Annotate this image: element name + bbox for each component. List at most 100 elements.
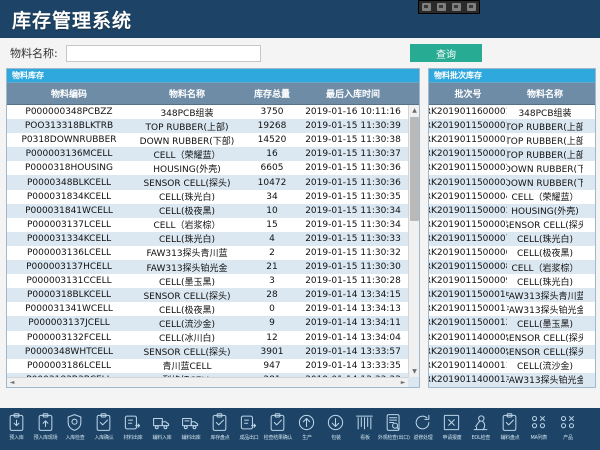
table-row[interactable]: P000031334KCELL CELL(珠光白) 4 2019-01-15 11:3… [7, 231, 419, 246]
table-row[interactable]: P000003137HCELL FAW313探头铂光金 21 2019-01-15 1… [7, 260, 419, 275]
table-row[interactable]: P0000348WHTCELL SENSOR CELL(探头) 3901 2019-0… [7, 344, 419, 359]
table-row[interactable]: RK2019011500001 TOP RUBBER(上部 [429, 119, 595, 134]
table-row[interactable]: RK2019011500001 TOP RUBBER(上部 [429, 133, 595, 148]
table-row[interactable]: P000003131CCELL CELL(墨玉黑) 3 2019-01-15 11:3… [7, 274, 419, 289]
query-button[interactable]: 查询 [410, 44, 482, 62]
table-row[interactable]: RK2019011500010 FAW313探头青川蓝 [429, 288, 595, 303]
table-row[interactable]: POO313318BLKTRB TOP RUBBER(上部) 19268 2019-0… [7, 119, 419, 134]
column-header[interactable]: 最后入库时间 [325, 90, 380, 100]
toolbar-button-arrow-down-circle[interactable]: 包装 [321, 408, 350, 450]
table-cell: 2019-01-14 13:34:15 [305, 290, 401, 301]
table-row[interactable]: P0000318BLKCELL SENSOR CELL(探头) 28 2019-01-… [7, 288, 419, 303]
column-header[interactable]: 批次号 [454, 90, 482, 100]
truck-out-icon [181, 412, 201, 432]
toolbar-button-shield-check[interactable]: 入库检查 [60, 408, 89, 450]
clipboard-check-icon [500, 412, 520, 432]
table-row[interactable]: P000003186LCELL 青川蓝CELL 947 2019-01-14 13:3… [7, 358, 419, 373]
column-header[interactable]: 物料名称 [168, 90, 205, 100]
table-cell: CELL（岩浆棕） [511, 263, 579, 274]
toolbar-button-arrow-up-circle[interactable]: 生产 [292, 408, 321, 450]
toolbar-button-box-out[interactable]: 成品出口 [234, 408, 263, 450]
table-row[interactable]: P000031341WCELL CELL(极夜黑) 0 2019-01-14 13:3… [7, 302, 419, 317]
toolbar-button-box-out[interactable]: 材料出库 [118, 408, 147, 450]
toolbar-button-cancel-box[interactable]: 申请报废 [437, 408, 466, 450]
table-row[interactable]: RK2019011600001 348PCB组装 [429, 105, 595, 120]
settings-icon[interactable] [467, 3, 476, 11]
scroll-down-icon[interactable]: ▼ [409, 366, 419, 377]
scroll-left-icon[interactable]: ◄ [9, 379, 15, 386]
toolbar-button-clipboard-up[interactable]: 预入库现场 [31, 408, 60, 450]
table-cell: 9 [269, 318, 275, 329]
table-row[interactable]: RK2019011500002 DOWN RUBBER(下 [429, 175, 595, 190]
table-row[interactable]: RK2019011400012 FAW313探头铂光金 [429, 372, 595, 387]
table-row[interactable]: P0000318HOUSING HOUSING(外壳) 6605 2019-01-15… [7, 161, 419, 176]
dots-grid-icon [529, 412, 549, 432]
table-row[interactable]: RK2019011500009 CELL(珠光白) [429, 274, 595, 289]
toolbar-button-label: 预入库现场 [33, 434, 58, 441]
screen-recorder-overlay[interactable] [418, 0, 480, 14]
table-row[interactable]: P000003136MCELL CELL（荣耀蓝） 16 2019-01-15 11:… [7, 147, 419, 162]
table-row[interactable]: RK2019011500008 CELL（岩浆棕） [429, 260, 595, 275]
table-row[interactable]: RK2019011500012 CELL(墨玉黑) [429, 316, 595, 331]
toolbar-button-clipboard-down[interactable]: 预入库 [2, 408, 31, 450]
table-row[interactable]: RK2019011500001 TOP RUBBER(上部 [429, 147, 595, 162]
table-row[interactable]: RK2019011500011 FAW313探头铂光金 [429, 302, 595, 317]
table-row[interactable]: P000031841WCELL CELL(极夜黑) 10 2019-01-15 11:… [7, 203, 419, 218]
shield-check-icon [65, 412, 85, 432]
table-row[interactable]: RK2019011400009 SENSOR CELL(探头 [429, 344, 595, 359]
column-header[interactable]: 物料名称 [526, 90, 563, 100]
table-row[interactable]: RK2019011500002 DOWN RUBBER(下 [429, 161, 595, 176]
toolbar-button-truck-out[interactable]: 辅料出库 [176, 408, 205, 450]
toolbar-button-kanban[interactable]: 看板 [350, 408, 379, 450]
table-row[interactable]: P000031834KCELL CELL(珠光白) 34 2019-01-15 11:… [7, 189, 419, 204]
material-batch-grid-body[interactable]: RK2019011600001 348PCB组装 RK2019011500001 TO… [429, 105, 595, 387]
table-row[interactable]: P000000348PCBZZ 348PCB组装 3750 2019-01-16 10… [7, 105, 419, 120]
table-cell: FAW313探头铂光金 [507, 305, 583, 316]
table-row[interactable]: RK2019011500003 HOUSING(外壳) [429, 203, 595, 218]
table-row[interactable]: RK2019011500005 SENSOR CELL(探头 [429, 217, 595, 232]
toolbar-button-refresh[interactable]: 返修处理 [408, 408, 437, 450]
material-inventory-grid-body[interactable]: P000000348PCBZZ 348PCB组装 3750 2019-01-16 10… [7, 105, 419, 387]
table-row[interactable]: P000003136LCELL FAW313探头青川蓝 2 2019-01-15 11… [7, 245, 419, 261]
scroll-thumb[interactable] [410, 117, 419, 221]
toolbar-button-dots-grid[interactable]: 产品 [553, 408, 582, 450]
column-header[interactable]: 物料编码 [50, 90, 87, 100]
table-row[interactable]: RK2019011400009 SENSOR CELL(探头 [429, 330, 595, 345]
toolbar-button-truck-in[interactable]: 辅料入库 [147, 408, 176, 450]
toolbar-button-label: 入库检查 [65, 434, 84, 441]
toolbar-button-document-search[interactable]: 外观检查(出口) [378, 408, 410, 450]
left-vertical-scrollbar[interactable]: ▲ ▼ [408, 105, 419, 377]
box-out-icon [123, 412, 143, 432]
material-name-input[interactable] [65, 44, 261, 62]
table-row[interactable]: P000003137JCELL CELL(流沙金) 9 2019-01-14 13:3… [7, 316, 419, 331]
table-cell: 3901 [260, 346, 284, 357]
column-header[interactable]: 库存总量 [253, 90, 290, 100]
page-title: 库存管理系统 [12, 9, 133, 32]
table-row[interactable]: P0318DOWNRUBBER DOWN RUBBER(下部) 14520 2019-… [7, 133, 419, 148]
table-cell: 2019-01-15 11:30:34 [305, 219, 401, 230]
table-row[interactable]: RK2019011500006 CELL(极夜黑) [429, 245, 595, 261]
bottom-toolbar: 预入库 预入库现场 入库检查 入库确认 材料出库 辅料入库 辅料出库 库存盘点 成品出口 检查结果… [0, 408, 600, 450]
table-row[interactable]: RK2019011400011 CELL(流沙金) [429, 358, 595, 373]
toolbar-button-label: 返修处理 [413, 434, 432, 441]
left-horizontal-scrollbar[interactable]: ◄ ► [7, 377, 408, 387]
table-cell: HOUSING(外壳) [511, 207, 579, 218]
pause-icon[interactable] [437, 3, 446, 11]
toolbar-button-clipboard-check[interactable]: 辅料盘点 [495, 408, 524, 450]
table-row[interactable]: P000003132FCELL CELL(冰川白) 12 2019-01-14 13:… [7, 330, 419, 345]
toolbar-button-dots-grid[interactable]: MA列表 [524, 408, 553, 450]
toolbar-button-clipboard-check[interactable]: 库存盘点 [205, 408, 234, 450]
toolbar-button-clipboard-check[interactable]: 检查结果确认 [263, 408, 292, 450]
table-row[interactable]: P0000348BLKCELL SENSOR CELL(探头) 10472 2019-… [7, 175, 419, 190]
toolbar-button-label: 看板 [359, 434, 370, 441]
toolbar-button-clipboard-check[interactable]: 入库确认 [89, 408, 118, 450]
table-row[interactable]: RK2019011500007 CELL(珠光白) [429, 231, 595, 246]
camera-icon[interactable] [452, 3, 461, 11]
table-cell: CELL（荣耀蓝） [153, 150, 221, 161]
record-icon[interactable] [422, 3, 431, 11]
table-row[interactable]: P000003137LCELL CELL（岩浆棕） 15 2019-01-15 11:… [7, 217, 419, 232]
scroll-up-icon[interactable]: ▲ [409, 105, 419, 116]
table-row[interactable]: RK2019011500004 CELL（荣耀蓝） [429, 189, 595, 204]
toolbar-button-microscope[interactable]: EOL检查 [466, 408, 495, 450]
scroll-right-icon[interactable]: ► [400, 379, 406, 386]
